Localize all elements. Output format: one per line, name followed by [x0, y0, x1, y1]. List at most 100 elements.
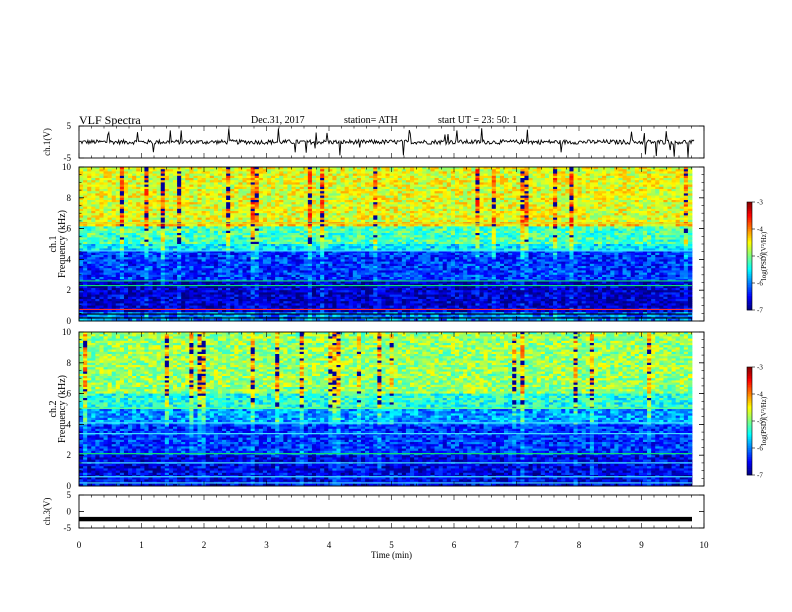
spectrogram-cell [238, 219, 243, 223]
spectrogram-cell [217, 169, 223, 172]
spectrogram-cell [230, 217, 235, 221]
spectrogram-cell [324, 195, 329, 199]
spectrogram-cell [254, 204, 260, 207]
spectrogram-cell [324, 219, 329, 223]
spectrogram-cell [185, 202, 190, 205]
spectrogram-cell [356, 169, 362, 172]
spectrogram-cell [291, 189, 296, 192]
spectrogram-cell [647, 184, 652, 188]
spectrogram-cell [160, 169, 166, 172]
spectrogram-cell [115, 175, 121, 179]
spectrogram-cell [234, 219, 239, 223]
spectrogram-cell [181, 213, 186, 216]
spectrogram-cell [401, 182, 407, 185]
spectrogram-cell [561, 206, 566, 210]
spectrogram-cell [222, 186, 227, 190]
spectrogram-cell [602, 175, 607, 179]
spectrogram-cell [348, 173, 354, 177]
spectrogram-cell [622, 226, 628, 229]
spectrogram-cell [499, 219, 505, 223]
spectrogram-cell [459, 202, 464, 205]
spectrogram-cell [344, 186, 350, 190]
spectrogram-cell [618, 213, 623, 216]
spectrogram-cell [295, 182, 301, 185]
spectrogram-cell [544, 189, 550, 192]
spectrogram-cell [266, 182, 272, 185]
spectrogram-cell [303, 195, 309, 199]
spectrogram-cell [87, 228, 92, 232]
spectrogram-cell [217, 219, 223, 223]
spectrogram-cell [544, 184, 550, 188]
spectrogram-cell [434, 213, 440, 216]
spectrogram-cell [401, 219, 407, 223]
spectrogram-cell [123, 178, 129, 181]
spectrogram-cell [250, 228, 256, 232]
spectrogram-cell [675, 182, 681, 185]
spectrogram-cell [634, 193, 640, 196]
spectrogram-cell [512, 200, 517, 203]
spectrogram-cell [172, 197, 178, 201]
spectrogram-cell [123, 204, 129, 207]
spectrogram-cell [483, 180, 489, 183]
spectrogram-cell [454, 167, 460, 170]
spectrogram-cell [164, 191, 170, 194]
spectrogram-cell [266, 171, 272, 174]
spectrogram-cell [467, 182, 472, 185]
spectrogram-cell [475, 180, 480, 183]
spectrogram-cell [544, 171, 550, 174]
spectrogram-cell [320, 182, 325, 185]
spectrogram-cell [397, 228, 403, 232]
spectrogram-cell [373, 208, 378, 212]
spectrogram-cell [565, 186, 570, 190]
spectrogram-cell [426, 197, 431, 201]
spectrogram-cell [87, 186, 92, 190]
spectrogram-cell [446, 226, 452, 229]
spectrogram-cell [557, 180, 562, 183]
spectrogram-cell [144, 204, 149, 207]
spectrogram-cell [475, 228, 480, 232]
spectrogram-cell [577, 171, 583, 174]
spectrogram-cell [487, 215, 493, 218]
spectrogram-cell [303, 208, 309, 212]
spectrogram-cell [283, 171, 288, 174]
spectrogram-cell [410, 182, 415, 185]
spectrogram-cell [205, 228, 211, 232]
spectrogram-cell [128, 195, 133, 199]
spectrogram-cell [610, 175, 615, 179]
spectrogram-cell [532, 167, 538, 170]
spectrogram-cell [557, 175, 562, 179]
spectrogram-cell [504, 217, 509, 221]
spectrogram-cell [336, 200, 341, 203]
spectrogram-cell [205, 217, 211, 221]
spectrogram-cell [548, 169, 554, 172]
spectrogram-cell [197, 213, 202, 216]
spectrogram-cell [536, 197, 542, 201]
spectrogram-cell [177, 202, 182, 205]
spectrogram-cell [242, 195, 247, 199]
spectrogram-cell [246, 182, 252, 185]
spectrogram-cell [295, 224, 301, 227]
spectrogram-cell [475, 219, 480, 223]
spectrogram-cell [434, 169, 440, 172]
spectrogram-cell [99, 195, 104, 199]
spectrogram-cell [103, 191, 109, 194]
spectrogram-cell [651, 171, 656, 174]
spectrogram-cell [193, 186, 198, 190]
spectrogram-cell [111, 184, 117, 188]
spectrogram-cell [311, 171, 317, 174]
spectrogram-cell [679, 200, 685, 203]
spectrogram-cell [271, 202, 276, 205]
spectrogram-cell [430, 184, 435, 188]
spectrogram-cell [471, 184, 476, 188]
spectrogram-cell [189, 213, 194, 216]
spectrogram-cell [172, 189, 178, 192]
spectrogram-cell [254, 167, 260, 170]
spectrogram-cell [87, 208, 92, 212]
spectrogram-cell [230, 186, 235, 190]
spectrogram-cell [671, 167, 677, 170]
spectrogram-cell [499, 208, 505, 212]
spectrogram-cell [434, 204, 440, 207]
spectrogram-cell [164, 226, 170, 229]
spectrogram-cell [463, 208, 468, 212]
spectrogram-cell [483, 169, 489, 172]
